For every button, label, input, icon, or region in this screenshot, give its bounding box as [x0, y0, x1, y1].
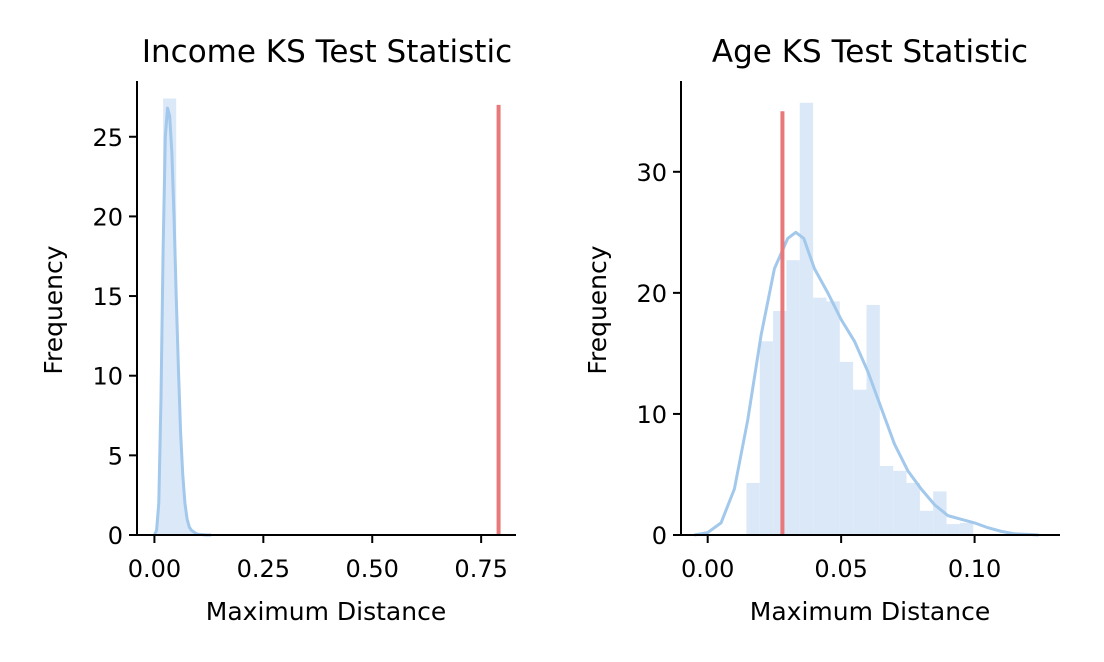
age-hist-bar-10: [879, 465, 894, 535]
income-y-tick-label: 5: [108, 442, 123, 470]
income-x-axis-label: Maximum Distance: [206, 597, 446, 626]
income-y-tick-label: 25: [92, 124, 123, 152]
age-hist-bar-15: [946, 524, 960, 535]
age-hist-bar-2: [773, 311, 787, 535]
income-x-tick-label: 0.00: [128, 555, 181, 583]
age-hist-bar-13: [919, 510, 934, 535]
age-chart-title: Age KS Test Statistic: [712, 34, 1028, 70]
income-y-tick-label: 0: [108, 522, 123, 550]
age-hist-bar-8: [853, 389, 867, 535]
income-kde-fill: [154, 108, 212, 535]
age-y-tick-label: 20: [636, 280, 667, 308]
age-kde-curve: [694, 230, 1039, 537]
age-y-axis-label: Frequency: [583, 245, 612, 374]
age-y-tick-label: 10: [636, 401, 667, 429]
age-plot-area: [694, 102, 1039, 537]
income-x-tick-label: 0.75: [454, 555, 507, 583]
income-y-tick-label: 10: [92, 363, 123, 391]
age-x-axis-label: Maximum Distance: [750, 597, 990, 626]
age-hist-bar-3: [786, 260, 800, 535]
income-y-axis-label: Frequency: [39, 245, 68, 374]
age-x-tick-label: 0.10: [948, 555, 1001, 583]
age-axis-ticks: 0.00 0.05 0.10 0 10 20 30: [636, 159, 1001, 583]
income-y-tick-label: 20: [92, 203, 123, 231]
age-hist-bar-16: [959, 522, 974, 535]
age-y-tick-label: 30: [636, 159, 667, 187]
income-chart-title: Income KS Test Statistic: [142, 34, 512, 70]
age-y-tick-label: 0: [652, 522, 667, 550]
age-x-tick-label: 0.00: [681, 555, 734, 583]
age-hist-bar-0: [746, 482, 760, 535]
age-hist-bar-1: [759, 341, 774, 535]
age-hist-bar-11: [893, 470, 907, 535]
age-ks-panel: Age KS Test Statistic 0.00 0.05 0.10 0 10 20 3…: [583, 34, 1060, 626]
income-plot-area: [153, 98, 501, 537]
age-hist-bar-4: [799, 102, 814, 536]
income-y-tick-label: 15: [92, 283, 123, 311]
income-x-tick-label: 0.50: [346, 555, 399, 583]
income-axis-ticks: 0.00 0.25 0.50 0.75 0 5 10 15 20 25: [92, 124, 507, 583]
age-hist-bar-12: [906, 482, 920, 535]
age-hist-bar-9: [866, 304, 880, 535]
income-x-tick-label: 0.25: [237, 555, 290, 583]
age-x-tick-label: 0.05: [814, 555, 867, 583]
income-ks-panel: Income KS Test Statistic 0.00 0.25 0.50 0.7…: [39, 34, 516, 626]
age-hist-bar-7: [839, 361, 854, 535]
age-hist-bar-5: [813, 297, 827, 535]
age-hist-bar-6: [826, 301, 840, 535]
age-hist-bar-14: [933, 491, 947, 535]
